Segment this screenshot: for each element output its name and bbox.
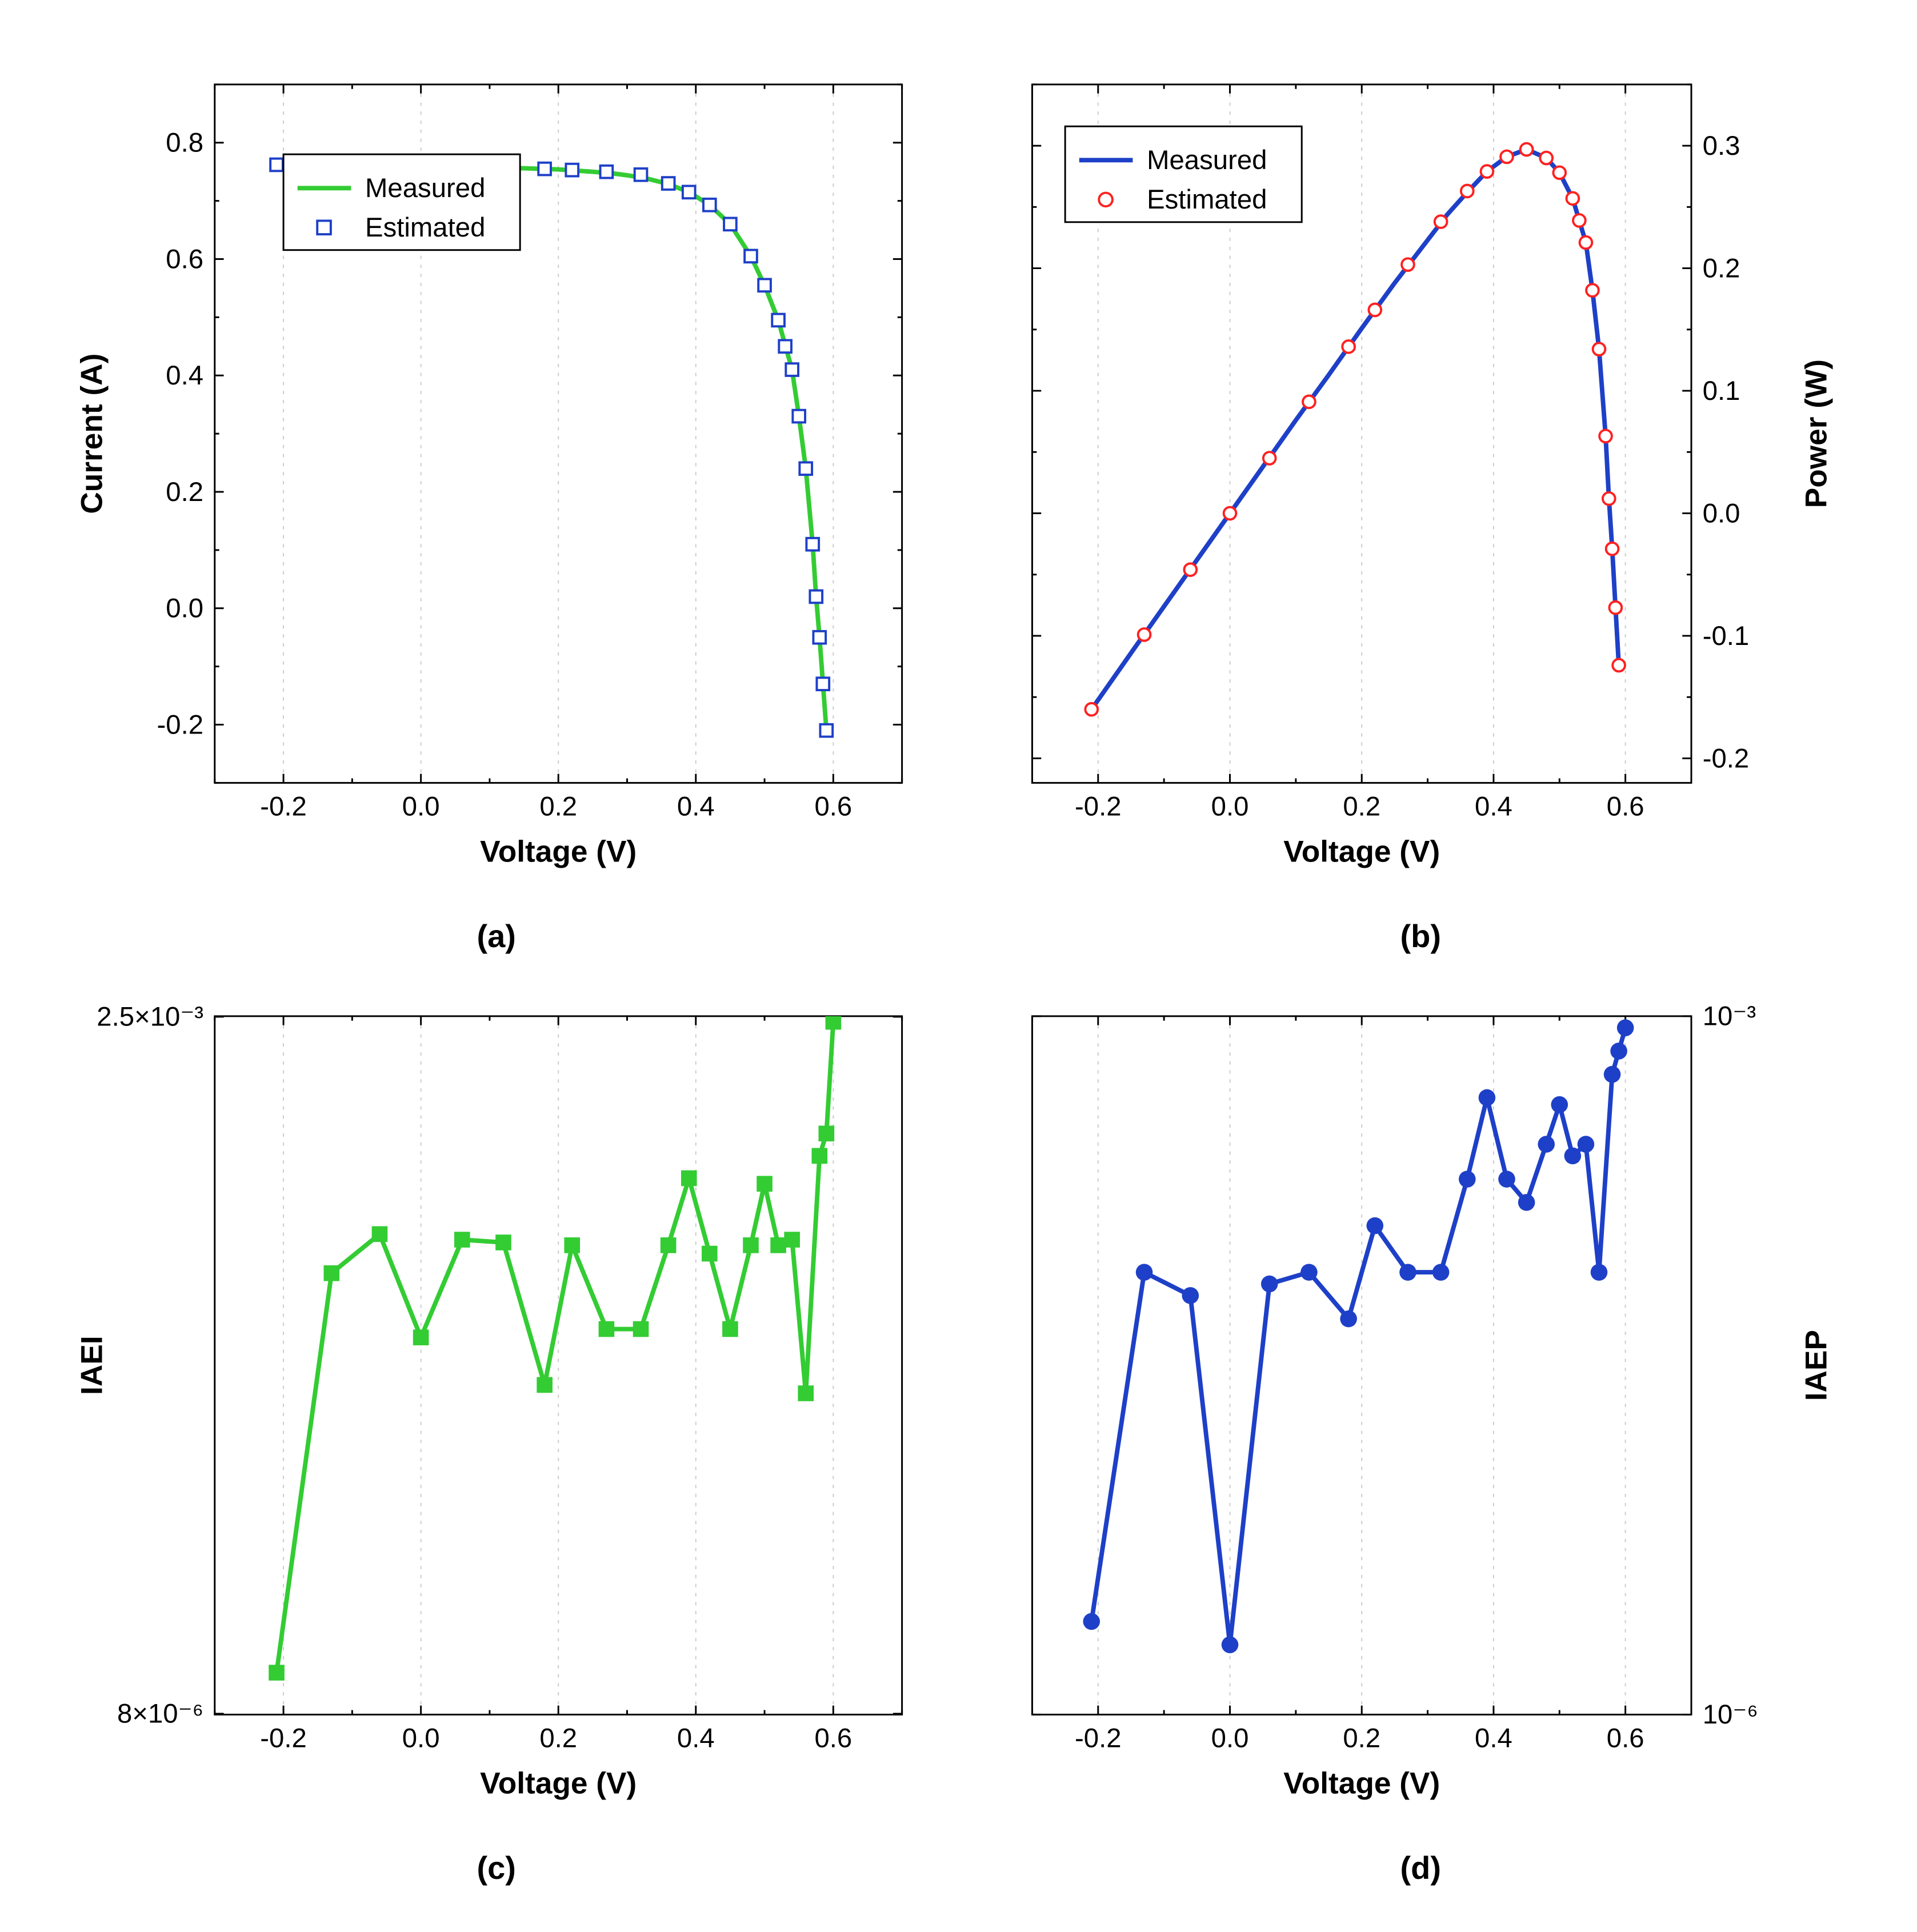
svg-text:0.0: 0.0 [402, 1723, 440, 1754]
svg-text:0.2: 0.2 [1702, 253, 1740, 283]
svg-text:-0.2: -0.2 [260, 1723, 307, 1754]
svg-text:0.4: 0.4 [677, 792, 715, 822]
svg-text:0.2: 0.2 [539, 792, 577, 822]
svg-text:-0.1: -0.1 [1702, 621, 1749, 651]
svg-text:10⁻⁶: 10⁻⁶ [1702, 1699, 1758, 1730]
svg-text:Measured: Measured [365, 173, 485, 203]
svg-text:Voltage (V): Voltage (V) [1283, 835, 1440, 868]
svg-text:0.0: 0.0 [1702, 498, 1740, 528]
svg-text:2.5×10⁻³: 2.5×10⁻³ [97, 1002, 203, 1032]
svg-text:0.0: 0.0 [166, 594, 203, 624]
svg-text:Power (W): Power (W) [1799, 359, 1833, 508]
svg-text:Estimated: Estimated [1147, 185, 1267, 215]
svg-text:Voltage (V): Voltage (V) [480, 835, 637, 868]
svg-text:0.4: 0.4 [677, 1723, 715, 1754]
svg-text:0.2: 0.2 [1343, 1723, 1380, 1754]
svg-text:0.6: 0.6 [814, 1723, 852, 1754]
svg-text:0.1: 0.1 [1702, 376, 1740, 406]
svg-text:0.4: 0.4 [1475, 792, 1512, 822]
subplot-label-b: (b) [1400, 917, 1441, 955]
svg-text:0.6: 0.6 [1606, 792, 1644, 822]
panel-b: -0.2 0.0 0.2 0.4 0.6 -0.2 -0.1 0.0 0.1 0.2 0.3 Volt… [970, 46, 1872, 955]
svg-text:0.2: 0.2 [1343, 792, 1380, 822]
svg-text:10⁻³: 10⁻³ [1702, 1001, 1755, 1032]
svg-text:0.3: 0.3 [1702, 131, 1740, 161]
plot-c: -0.2 0.0 0.2 0.4 0.6 8×10⁻⁶ 2.5×10⁻³ Voltage (V… [46, 977, 947, 1843]
svg-text:0.0: 0.0 [1211, 792, 1248, 822]
svg-text:Current (A): Current (A) [75, 354, 109, 514]
svg-text:Voltage (V): Voltage (V) [1283, 1766, 1440, 1800]
svg-text:0.0: 0.0 [1211, 1723, 1248, 1754]
svg-text:IAEI: IAEI [75, 1336, 109, 1395]
svg-text:0.6: 0.6 [166, 244, 203, 274]
svg-d: -0.2 0.0 0.2 0.4 0.6 10⁻⁶ 10⁻³ Voltage (V) IAEP [970, 977, 1872, 1843]
svg-text:-0.2: -0.2 [1702, 743, 1749, 773]
figure-grid: -0.2 0.0 0.2 0.4 0.6 -0.2 0.0 0.2 0.4 0.6 0.8 Volta… [46, 46, 1871, 1886]
plot-a: -0.2 0.0 0.2 0.4 0.6 -0.2 0.0 0.2 0.4 0.6 0.8 Volta… [46, 46, 947, 912]
panel-c: -0.2 0.0 0.2 0.4 0.6 8×10⁻⁶ 2.5×10⁻³ Voltage (V… [46, 977, 947, 1886]
svg-text:0.6: 0.6 [814, 792, 852, 822]
svg-text:0.2: 0.2 [539, 1723, 577, 1754]
panel-d: -0.20.00.20.40.610⁻⁶10⁻³Voltage (V)IAEP … [970, 977, 1872, 1886]
svg-text:0.8: 0.8 [166, 127, 203, 158]
svg-a: -0.2 0.0 0.2 0.4 0.6 -0.2 0.0 0.2 0.4 0.6 0.8 Volta… [46, 46, 947, 912]
svg-text:0.6: 0.6 [1606, 1723, 1644, 1754]
svg-text:Measured: Measured [1147, 145, 1267, 175]
subplot-label-a: (a) [477, 917, 516, 955]
svg-text:8×10⁻⁶: 8×10⁻⁶ [117, 1699, 203, 1729]
svg-text:0.0: 0.0 [402, 792, 440, 822]
panel-a: -0.2 0.0 0.2 0.4 0.6 -0.2 0.0 0.2 0.4 0.6 0.8 Volta… [46, 46, 947, 955]
svg-text:Estimated: Estimated [365, 213, 485, 243]
svg-text:0.4: 0.4 [1475, 1723, 1512, 1754]
subplot-label-d: (d) [1400, 1849, 1441, 1886]
plot-b: -0.2 0.0 0.2 0.4 0.6 -0.2 -0.1 0.0 0.1 0.2 0.3 Volt… [970, 46, 1872, 912]
svg-b: -0.2 0.0 0.2 0.4 0.6 -0.2 -0.1 0.0 0.1 0.2 0.3 Volt… [970, 46, 1872, 912]
plot-d: -0.2 0.0 0.2 0.4 0.6 10⁻⁶ 10⁻³ Voltage (V) IAEP [970, 977, 1872, 1843]
svg-text:-0.2: -0.2 [260, 792, 307, 822]
svg-text:-0.2: -0.2 [1075, 1723, 1122, 1754]
svg-text:0.2: 0.2 [166, 477, 203, 507]
svg-text:-0.2: -0.2 [157, 710, 204, 740]
subplot-label-c: (c) [477, 1849, 516, 1886]
svg-text:Voltage (V): Voltage (V) [480, 1766, 637, 1800]
svg-text:IAEP: IAEP [1799, 1330, 1833, 1401]
svg-text:-0.2: -0.2 [1075, 792, 1122, 822]
svg-text:0.4: 0.4 [166, 360, 203, 391]
svg-c: -0.2 0.0 0.2 0.4 0.6 8×10⁻⁶ 2.5×10⁻³ Voltage (V… [46, 977, 947, 1843]
